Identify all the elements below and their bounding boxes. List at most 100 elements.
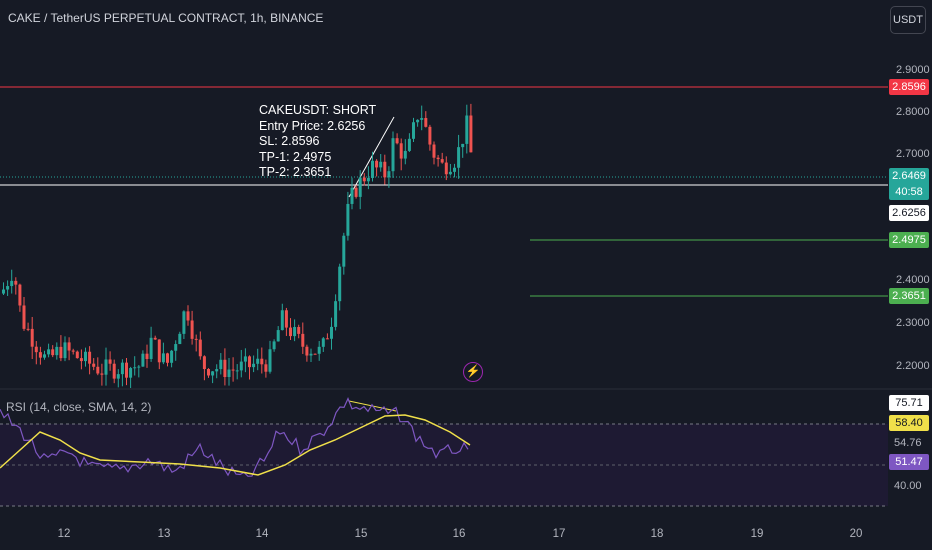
candle-body — [276, 330, 280, 342]
candle-body — [47, 349, 51, 355]
annotation-line: TP-2: 2.3651 — [259, 165, 332, 179]
price-tick: 2.3000 — [896, 317, 930, 329]
candle-body — [84, 351, 87, 362]
currency-button[interactable]: USDT — [890, 6, 926, 34]
candle-body — [362, 177, 366, 182]
candle-body — [313, 353, 317, 355]
candle-body — [412, 122, 415, 139]
candlestick-series — [2, 103, 473, 388]
candle-body — [67, 342, 71, 351]
stop-loss-tag: 2.8596 — [889, 79, 929, 95]
candle-body — [248, 356, 251, 368]
candle-body — [391, 138, 395, 172]
candle-body — [219, 359, 223, 370]
time-tick: 18 — [650, 528, 664, 540]
time-tick: 19 — [750, 528, 764, 540]
candle-body — [215, 369, 219, 372]
candle-body — [317, 346, 321, 354]
candle-body — [297, 327, 301, 334]
candle-body — [416, 119, 420, 123]
candle-body — [260, 358, 264, 365]
candle-body — [112, 363, 116, 379]
candle-body — [420, 118, 424, 120]
rsi-ma-line — [0, 414, 471, 476]
price-tick: 2.4000 — [896, 274, 930, 286]
candle-body — [6, 286, 10, 290]
candle-body — [149, 337, 153, 359]
candle-body — [268, 349, 272, 372]
price-tick: 2.9000 — [896, 64, 930, 76]
candle-body — [223, 359, 227, 377]
candle-body — [280, 310, 284, 331]
candle-body — [448, 171, 452, 175]
candle-body — [141, 353, 145, 367]
candle-body — [379, 161, 383, 168]
rsi-value-tag: 51.47 — [889, 454, 929, 470]
candle-body — [284, 310, 288, 328]
candle-body — [264, 364, 268, 372]
candle-body — [137, 366, 141, 368]
candle-body — [366, 177, 370, 182]
candle-body — [440, 159, 444, 163]
candle-body — [407, 138, 411, 151]
candle-body — [350, 187, 354, 204]
rsi-axis-low: 40.00 — [894, 480, 922, 492]
candle-body — [354, 187, 358, 197]
candle-body — [256, 358, 260, 364]
price-tick: 2.8000 — [896, 106, 930, 118]
candle-body — [207, 369, 210, 376]
candle-body — [309, 353, 313, 356]
candle-body — [461, 143, 465, 148]
time-tick: 14 — [255, 528, 269, 540]
time-tick: 20 — [849, 528, 863, 540]
time-tick: 15 — [354, 528, 368, 540]
candle-body — [38, 352, 42, 358]
candle-body — [383, 161, 387, 178]
candle-body — [182, 311, 186, 334]
candle-body — [79, 358, 83, 362]
candle-body — [108, 359, 112, 364]
candle-body — [334, 301, 338, 327]
candle-body — [120, 362, 124, 375]
candle-body — [51, 349, 55, 356]
candle-body — [252, 363, 256, 368]
annotation-line: CAKEUSDT: SHORT — [259, 103, 377, 117]
candle-body — [198, 339, 202, 357]
rsi-legend[interactable]: RSI (14, close, SMA, 14, 2) — [6, 400, 152, 414]
candle-body — [338, 266, 342, 302]
candle-body — [358, 177, 362, 197]
time-tick: 12 — [57, 528, 71, 540]
candle-body — [129, 368, 133, 378]
candle-body — [399, 143, 403, 159]
candle-body — [403, 150, 407, 159]
price-tick: 2.7000 — [896, 148, 930, 160]
candle-body — [235, 370, 239, 372]
time-tick: 16 — [452, 528, 466, 540]
candle-body — [92, 363, 96, 367]
candle-body — [424, 118, 428, 127]
candle-body — [34, 346, 38, 353]
candle-body — [186, 311, 190, 321]
candle-body — [301, 333, 305, 347]
lightning-bolt-icon[interactable]: ⚡ — [463, 362, 483, 382]
time-tick: 17 — [552, 528, 566, 540]
candle-body — [26, 328, 30, 330]
candle-body — [174, 344, 178, 351]
rsi-ma-tag: 58.40 — [889, 415, 929, 431]
candle-body — [457, 147, 461, 168]
candle-body — [194, 338, 198, 340]
candle-body — [14, 280, 18, 285]
candle-body — [444, 162, 448, 175]
chart-title: CAKE / TetherUS PERPETUAL CONTRACT, 1h, … — [8, 11, 324, 25]
candle-body — [342, 235, 346, 267]
time-tick: 13 — [157, 528, 171, 540]
candle-body — [227, 369, 231, 377]
candle-body — [10, 280, 14, 287]
candle-body — [211, 371, 215, 376]
candle-body — [469, 115, 473, 153]
candle-body — [30, 328, 34, 347]
candle-body — [395, 138, 399, 144]
candle-body — [59, 346, 63, 359]
candle-body — [436, 157, 440, 160]
